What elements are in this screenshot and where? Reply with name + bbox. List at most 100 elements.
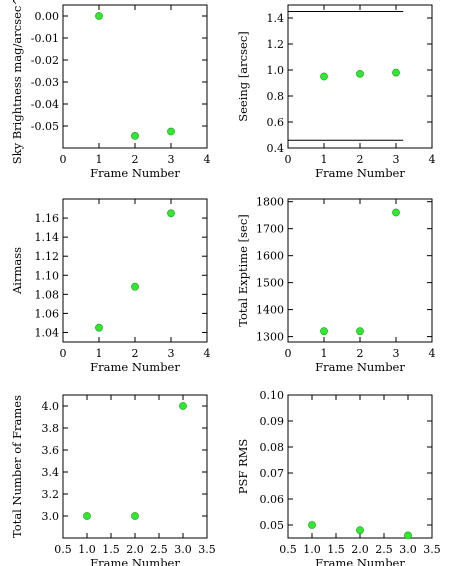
x-tick-label: 3 [168, 347, 175, 360]
y-tick-label: 1700 [256, 223, 284, 236]
y-tick-label: 1.12 [35, 250, 60, 263]
x-tick-label: 2.0 [126, 543, 144, 556]
data-point [179, 402, 187, 410]
x-axis-label: Frame Number [90, 556, 180, 566]
y-tick-label: 3.6 [42, 444, 60, 457]
data-point [404, 531, 412, 540]
y-axis-label: PSF RMS [236, 439, 250, 495]
x-tick-label: 3.0 [399, 543, 417, 556]
y-axis-label: Airmass [10, 247, 24, 295]
y-tick-label: 0.6 [267, 116, 285, 129]
plot-frame [62, 4, 208, 149]
data-point [392, 208, 400, 217]
y-tick-label: 1800 [256, 196, 284, 209]
data-point [320, 72, 328, 81]
y-tick-label: 1.0 [267, 64, 285, 77]
y-tick-label: 3.4 [42, 466, 60, 479]
data-point [83, 512, 91, 520]
x-tick-label: 3 [168, 153, 175, 166]
y-tick-label: -0.02 [31, 54, 59, 67]
x-axis-label: Frame Number [315, 556, 405, 566]
x-axis-label: Frame Number [90, 166, 180, 180]
y-tick-label: 0.06 [260, 493, 285, 506]
data-point [167, 127, 175, 136]
panel-psf-rms: 0.5 1.0 1.5 2.0 2.5 3.0 3.5 0.05 0.06 0.07 0.08 0.0… [236, 389, 441, 566]
y-axis-label: Sky Brightness mag/arcsec^2 [10, 0, 24, 164]
data-point [356, 526, 364, 535]
data-point [320, 327, 328, 336]
x-tick-label: 1.0 [303, 543, 321, 556]
data-point [308, 521, 316, 529]
panel-exptime: 0 1 2 3 4 1300 1400 1500 1600 1700 1800 Frame Numbe… [236, 196, 436, 374]
y-axis-label: Total Exptime [sec] [236, 214, 250, 327]
data-point [131, 282, 139, 291]
x-tick-label: 3.5 [198, 543, 216, 556]
x-tick-label: 2 [132, 153, 139, 166]
y-tick-label: 1.14 [35, 231, 60, 244]
y-tick-label: 3.2 [42, 488, 60, 501]
y-tick-label: 3.0 [42, 510, 60, 523]
data-point [95, 323, 103, 332]
y-axis-label: Total Number of Frames [10, 395, 24, 538]
y-tick-label: 1400 [256, 304, 284, 317]
x-tick-label: 3.0 [174, 543, 192, 556]
data-point [356, 327, 364, 336]
x-tick-label: 0 [285, 347, 292, 360]
data-point [131, 512, 139, 520]
y-tick-label: 0.09 [260, 415, 285, 428]
x-tick-label: 4 [204, 153, 211, 166]
y-tick-label: 1.10 [35, 269, 60, 282]
y-tick-label: 1.16 [35, 212, 60, 225]
x-tick-label: 0 [285, 153, 292, 166]
y-tick-label: 0.08 [260, 441, 285, 454]
y-tick-label: 1300 [256, 331, 284, 344]
x-tick-label: 1 [321, 153, 328, 166]
y-tick-label: 1.04 [35, 326, 60, 339]
y-tick-label: 0.4 [267, 142, 285, 155]
x-tick-label: 2 [357, 153, 364, 166]
y-tick-label: -0.05 [31, 120, 59, 133]
y-tick-label: 0.8 [267, 90, 285, 103]
x-tick-label: 2 [132, 347, 139, 360]
x-tick-label: 2.5 [150, 543, 168, 556]
y-tick-label: 0.07 [260, 467, 285, 480]
plot-frame [287, 198, 433, 343]
x-tick-label: 3 [393, 153, 400, 166]
x-tick-label: 1 [321, 347, 328, 360]
panel-sky-brightness: 0 1 2 3 4 0.00 -0.01 -0.02 -0.03 -0.04 -0.05 Frame … [10, 0, 211, 180]
x-tick-label: 3.5 [423, 543, 441, 556]
x-tick-label: 1 [96, 347, 103, 360]
data-point [392, 68, 400, 77]
y-tick-label: 1.2 [267, 38, 285, 51]
x-tick-label: 1.5 [327, 543, 345, 556]
x-axis-label: Frame Number [90, 360, 180, 374]
y-tick-label: 0.00 [35, 10, 60, 23]
x-axis-label: Frame Number [315, 166, 405, 180]
y-axis-label: Seeing [arcsec] [236, 31, 250, 122]
y-tick-label: 1.4 [267, 12, 285, 25]
y-tick-label: 1600 [256, 250, 284, 263]
plot-frame [62, 198, 208, 343]
x-tick-label: 1.0 [78, 543, 96, 556]
y-tick-label: 3.8 [42, 422, 60, 435]
x-tick-label: 0.5 [54, 543, 72, 556]
x-tick-label: 0 [60, 347, 67, 360]
y-tick-label: 4.0 [42, 400, 60, 413]
data-point [95, 12, 103, 20]
x-axis-label: Frame Number [315, 360, 405, 374]
y-tick-label: -0.04 [31, 98, 59, 111]
x-tick-label: 1.5 [102, 543, 120, 556]
panel-airmass: 0 1 2 3 4 1.04 1.06 1.08 1.10 1.12 1.14 1.16 Frame N… [10, 198, 211, 374]
data-point [356, 70, 364, 78]
data-point [167, 209, 175, 218]
x-tick-label: 2 [357, 347, 364, 360]
data-point [131, 131, 139, 140]
panel-nframes: 0.5 1.0 1.5 2.0 2.5 3.0 3.5 3.0 3.2 3.4 3.6 3.8 4.0 F… [10, 394, 216, 566]
x-tick-label: 2.0 [351, 543, 369, 556]
x-tick-label: 1 [96, 153, 103, 166]
x-tick-label: 0 [60, 153, 67, 166]
panel-seeing: 0 1 2 3 4 0.4 0.6 0.8 1.0 1.2 1.4 Frame Number Seein… [236, 4, 436, 180]
x-tick-label: 4 [429, 347, 436, 360]
y-tick-label: -0.03 [31, 76, 59, 89]
